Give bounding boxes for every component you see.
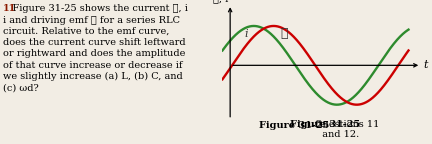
Text: Figure 31-25  Questions 11
          and 12.: Figure 31-25 Questions 11 and 12.: [259, 121, 394, 140]
Text: ℰ: ℰ: [280, 27, 288, 40]
Text: Figure 31-25: Figure 31-25: [259, 121, 330, 130]
Text: ℰ, i: ℰ, i: [213, 0, 228, 4]
Text: Questions 11
          and 12.: Questions 11 and 12.: [271, 120, 379, 139]
Text: Figure 31-25: Figure 31-25: [290, 120, 360, 128]
Text: 11: 11: [3, 4, 16, 13]
Text: i: i: [244, 29, 248, 39]
Text: t: t: [424, 60, 429, 70]
Text: Figure 31-25 shows the current ℰ, i
i and driving emf ℰ for a series RLC
circuit: Figure 31-25 shows the current ℰ, i i an…: [3, 4, 188, 92]
